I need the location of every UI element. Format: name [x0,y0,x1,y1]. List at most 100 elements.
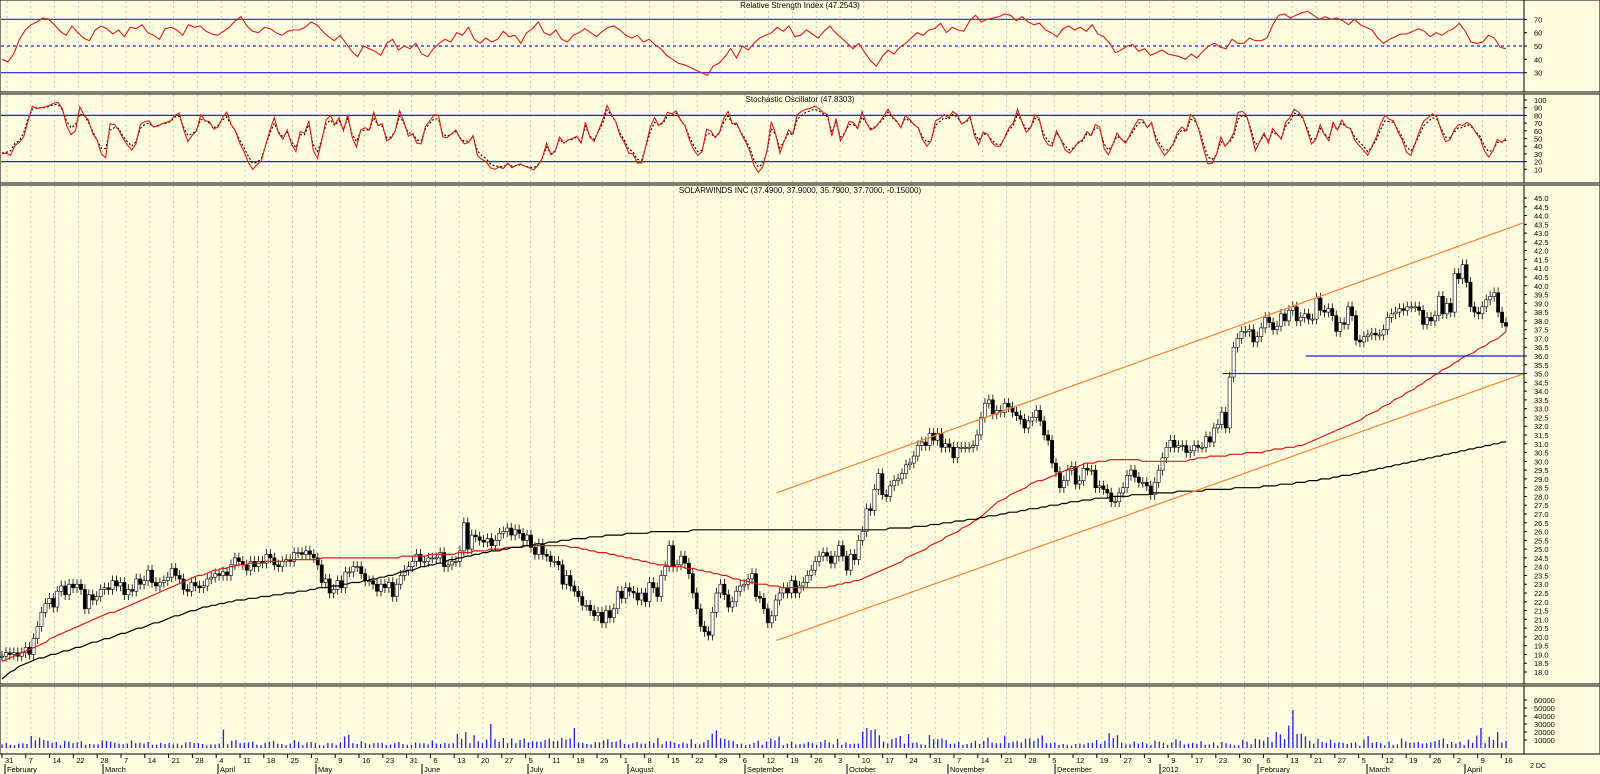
x-month-label: March [1369,765,1390,774]
y-tick-label: 37.5 [1534,326,1549,335]
x-day-label: 11 [243,756,251,765]
candle-body [351,566,356,573]
candle-body [939,432,944,448]
x-day-label: 7 [124,756,128,765]
candle-body [983,403,987,418]
candle-body [335,580,340,590]
candle-body [434,557,439,560]
candle-body [927,432,932,446]
x-day-label: 28 [1028,756,1036,765]
x-day-label: 2 [314,756,318,765]
y-tick-label: 38.0 [1534,317,1549,326]
candle-body [1077,480,1082,485]
candle-body [7,652,12,655]
candle-body [414,554,419,562]
y-tick-label: 23.0 [1534,580,1549,589]
candle-body [473,534,478,538]
y-tick-label: 33.5 [1534,396,1549,405]
candle-body [150,569,154,583]
candle-body [398,575,403,585]
candle-body [217,573,222,576]
candle-body [442,552,447,567]
candle-body [1030,417,1035,422]
candle-body [1425,317,1429,325]
candle-body [868,508,873,511]
candle-body [363,573,368,582]
candle-body [1259,327,1264,337]
candle-body [1034,410,1039,418]
x-day-label: 14 [53,756,61,765]
candle-body [935,432,940,441]
candle-body [1342,322,1347,325]
x-day-label: 16 [1504,756,1512,765]
candle-body [509,527,514,536]
candle-body [1219,411,1224,425]
y-tick-label: 43.0 [1534,229,1549,238]
candle-body [777,592,782,601]
candle-body [1318,297,1323,311]
candle-body [833,555,837,564]
y-tick-label: 22.5 [1534,589,1549,598]
candle-body [722,583,727,596]
y-tick-label: 36.5 [1534,343,1549,352]
y-tick-label: 22.0 [1534,598,1549,607]
candle-body [465,522,470,550]
x-day-label: 1 [624,756,628,765]
candle-body [90,594,95,601]
candle-body [383,583,387,589]
x-day-label: 25 [600,756,608,765]
x-day-label: 27 [1338,756,1346,765]
trend-line [776,372,1525,641]
y-tick-label: 10 [1534,165,1542,174]
candle-body [990,399,995,415]
y-tick-label: 42.5 [1534,238,1549,247]
candle-body [856,540,861,560]
y-tick-label: 20 [1534,158,1542,167]
candle-body [1393,311,1398,315]
candle-body [1136,476,1141,483]
candle-body [1464,264,1469,283]
candle-body [1405,306,1410,311]
chart-title: Relative Strength Index (47.2543) [740,1,860,10]
ma-long-line [1,441,1506,680]
x-day-label: 14 [981,756,989,765]
candle-body [1409,306,1414,309]
candle-body [1460,264,1465,280]
candle-body [611,608,616,618]
x-day-label: 22 [695,756,703,765]
x-month-label: 2012 [1162,765,1179,774]
candle-body [533,547,537,555]
candle-body [1452,273,1457,313]
candle-body [1061,480,1066,488]
candle-body [663,566,668,576]
x-day-label: 25 [291,756,299,765]
x-day-label: 4 [219,756,223,765]
candle-body [900,473,904,480]
candle-body [359,566,364,574]
candle-body [884,494,889,497]
y-tick-label: 28.5 [1534,484,1549,493]
candle-body [315,557,320,566]
chart-title: SOLARWINDS INC (37.4900, 37.9000, 35.790… [679,186,922,195]
candle-body [919,441,924,446]
candle-body [560,564,565,585]
candle-body [1152,482,1157,495]
candle-body [39,612,44,627]
y-tick-label: 30.0 [1534,457,1549,466]
x-day-label: 9 [1481,756,1485,765]
y-tick-label: 32.0 [1534,422,1549,431]
candle-body [379,583,383,592]
candle-body [805,575,810,583]
candle-body [122,582,127,596]
candle-body [505,527,510,532]
candle-body [1144,482,1149,487]
candle-body [1018,415,1023,420]
candle-body [173,568,178,576]
candle-body [679,555,683,566]
y-tick-label: 41.5 [1534,255,1549,264]
stochastic-d-line [1,104,1507,169]
candle-body [1385,317,1390,330]
candle-body [643,592,648,603]
candle-body [1421,310,1426,325]
candle-body [185,589,190,592]
